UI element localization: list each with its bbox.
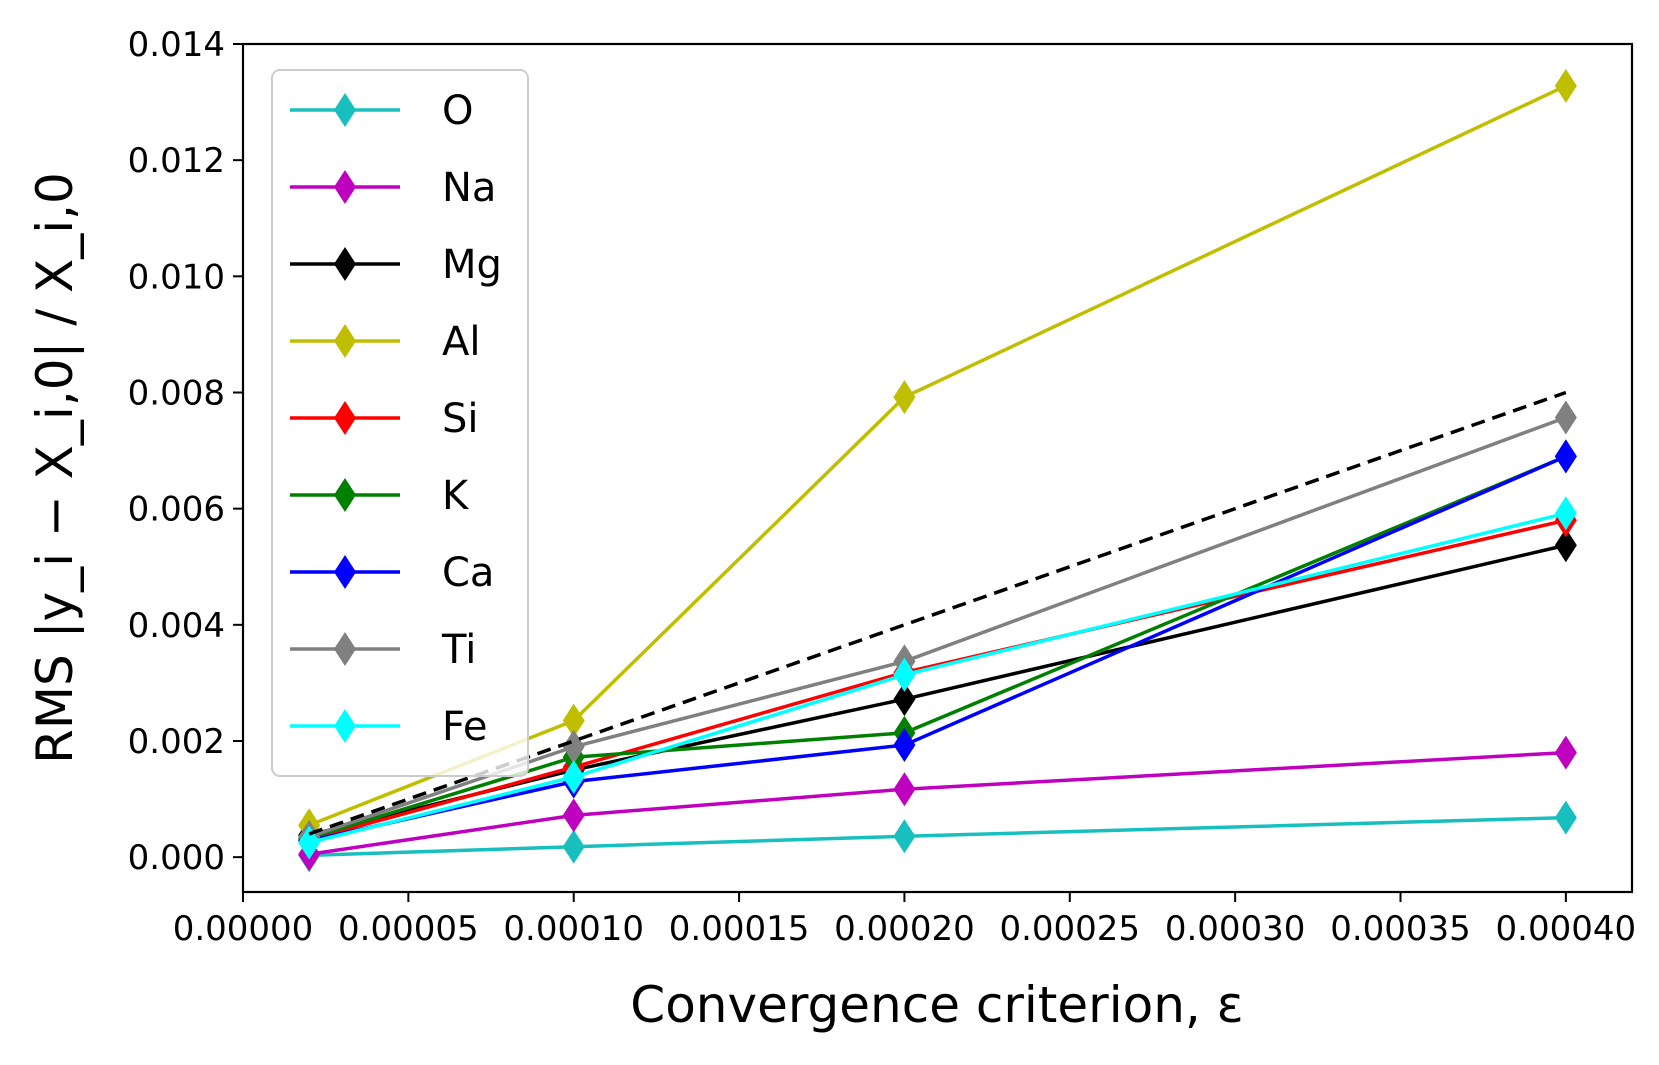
- x-tick-label: 0.00020: [834, 909, 975, 949]
- legend-label: O: [442, 88, 473, 134]
- data-point-Al: [562, 703, 585, 738]
- x-tick-label: 0.00010: [503, 909, 644, 949]
- data-point-O: [562, 829, 585, 864]
- series-Fe: [298, 496, 1577, 860]
- legend-label: Fe: [442, 704, 487, 750]
- legend-label: Ca: [442, 550, 494, 596]
- series-O: [298, 800, 1577, 873]
- legend-label: Ti: [441, 627, 476, 673]
- legend-item-O: O: [290, 88, 473, 134]
- x-tick-label: 0.00015: [669, 909, 810, 949]
- x-tick-label: 0.00000: [173, 909, 314, 949]
- data-point-Mg: [893, 682, 916, 717]
- series-line-Na: [308, 750, 1566, 856]
- legend-item-Ca: Ca: [290, 550, 494, 596]
- legend-item-Al: Al: [290, 319, 480, 365]
- data-point-Fe: [562, 759, 585, 794]
- series-line-Ti: [308, 415, 1567, 839]
- data-point-Ca: [1554, 439, 1577, 474]
- legend-item-Fe: Fe: [290, 704, 487, 750]
- y-axis-label: RMS |y_i − X_i,0| / X_i,0: [26, 172, 84, 764]
- legend-item-Mg: Mg: [290, 242, 502, 288]
- x-axis-label: Convergence criterion, ε: [630, 976, 1243, 1034]
- legend-marker: [334, 709, 356, 743]
- legend-marker: [334, 170, 356, 204]
- legend-label: Mg: [442, 242, 502, 288]
- x-tick-label: 0.00030: [1165, 909, 1306, 949]
- y-tick-label: 0.006: [128, 490, 225, 530]
- series-line-Fe: [308, 511, 1567, 845]
- data-point-Fe: [298, 825, 321, 860]
- data-point-Na: [893, 772, 916, 807]
- x-tick-label: 0.00035: [1330, 909, 1471, 949]
- data-point-Na: [1554, 735, 1577, 770]
- legend-label: Si: [442, 396, 479, 442]
- y-tick-label: 0.000: [128, 838, 225, 878]
- y-tick-label: 0.008: [128, 373, 225, 413]
- y-tick-label: 0.004: [128, 606, 225, 646]
- legend-label: K: [442, 473, 470, 519]
- legend-box: [271, 69, 529, 777]
- data-point-O: [1554, 800, 1577, 835]
- x-axis: 0.00000 0.00005 0.00010 0.00015 0.00020 0.000…: [173, 892, 1636, 949]
- y-tick-label: 0.002: [128, 722, 225, 762]
- legend-label: Na: [442, 165, 496, 211]
- y-axis: 0.000 0.002 0.004 0.006 0.008 0.010 0.012 0.014: [128, 25, 243, 878]
- data-point-Fe: [893, 657, 916, 692]
- legend-item-Si: Si: [290, 396, 479, 442]
- data-point-Na: [562, 798, 585, 833]
- legend-item-Ti: Ti: [290, 627, 476, 673]
- legend-marker: [334, 93, 356, 127]
- legend-marker: [334, 247, 356, 281]
- plot-frame: [241, 42, 1634, 894]
- series-line-O: [309, 815, 1566, 858]
- legend-marker: [334, 555, 356, 589]
- data-point-Al: [893, 380, 916, 415]
- legend-item-Na: Na: [290, 165, 496, 211]
- y-tick-label: 0.014: [128, 25, 225, 65]
- x-tick-label: 0.00005: [338, 909, 479, 949]
- series-Na: [298, 735, 1577, 872]
- data-point-Fe: [1554, 496, 1577, 531]
- x-tick-label: 0.00025: [999, 909, 1140, 949]
- y-tick-label: 0.010: [128, 257, 225, 297]
- legend-item-K: K: [290, 473, 470, 519]
- x-tick-label: 0.00040: [1496, 909, 1637, 949]
- data-point-Ti: [1554, 400, 1577, 435]
- legend-label: Al: [442, 319, 480, 365]
- legend-marker: [334, 632, 356, 666]
- legend-marker: [334, 401, 356, 435]
- data-point-Ca: [893, 728, 916, 763]
- legend-marker: [334, 324, 356, 358]
- y-tick-label: 0.012: [128, 141, 225, 181]
- data-point-Mg: [1554, 528, 1577, 563]
- data-point-O: [893, 819, 916, 854]
- legend-marker: [334, 478, 356, 512]
- legend: O Na Mg Al Si K Ca Ti Fe: [271, 69, 529, 777]
- data-point-Al: [1554, 68, 1577, 103]
